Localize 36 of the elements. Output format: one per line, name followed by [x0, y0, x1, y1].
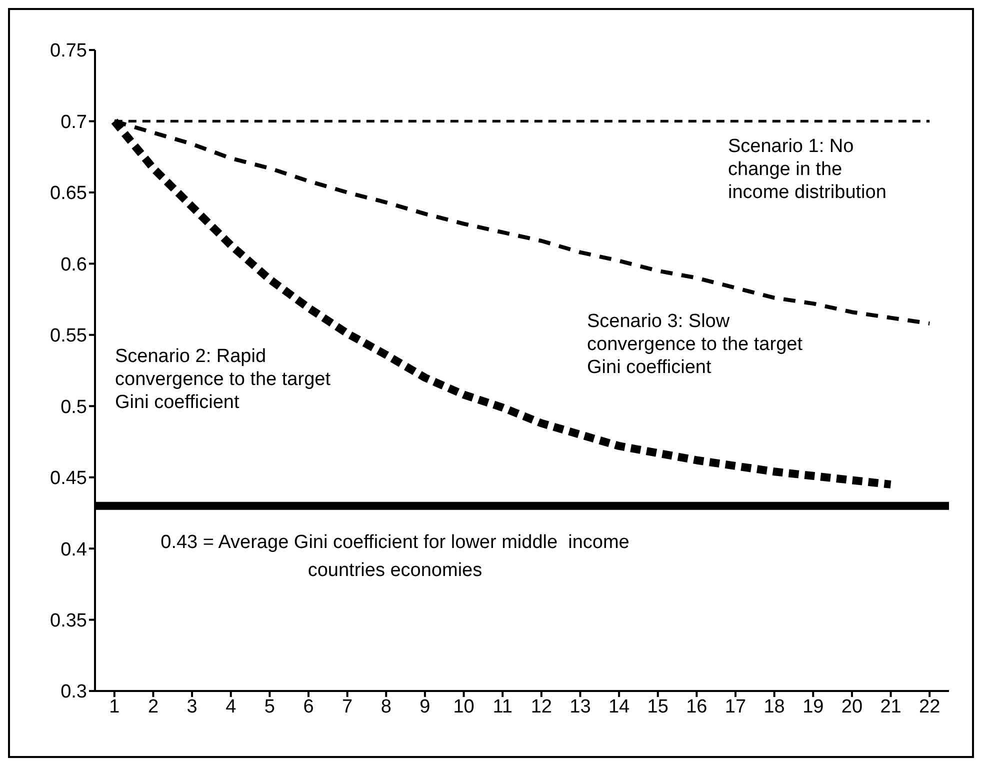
x-tick-label: 16 — [686, 696, 708, 718]
series-label: Scenario 1: No change in the income distribution — [728, 135, 888, 204]
y-tick-label: 0.6 — [60, 254, 87, 276]
x-tick-label: 11 — [492, 696, 512, 718]
x-tick-label: 14 — [608, 696, 630, 718]
x-tick-label: 8 — [380, 696, 392, 718]
x-tick-label: 7 — [342, 696, 353, 718]
y-tick-label: 0.4 — [60, 539, 88, 560]
x-tick-label: 20 — [841, 696, 863, 718]
x-tick-label: 13 — [570, 696, 591, 718]
y-tick-label: 0.3 — [60, 682, 87, 703]
x-tick-label: 3 — [186, 696, 198, 718]
x-tick-label: 17 — [724, 696, 746, 718]
x-tick-label: 22 — [919, 696, 940, 718]
x-tick-label: 6 — [303, 696, 314, 718]
x-tick-label: 2 — [148, 696, 159, 718]
ref-line-label: 0.43 = Average Gini coefficient for lower middle income countries economies — [160, 532, 630, 581]
x-tick-label: 21 — [880, 696, 902, 718]
x-tick-label: 5 — [264, 696, 275, 718]
y-tick-label: 0.65 — [50, 183, 87, 204]
x-tick-label: 10 — [453, 696, 474, 718]
x-tick-label: 19 — [802, 696, 824, 718]
x-tick-label: 9 — [420, 696, 430, 718]
x-tick-label: 1 — [109, 696, 120, 718]
y-tick-label: 0.75 — [50, 40, 87, 62]
y-tick-label: 0.45 — [50, 468, 87, 490]
y-tick-label: 0.5 — [60, 396, 87, 418]
y-tick-label: 0.55 — [50, 326, 87, 347]
x-tick-label: 12 — [530, 696, 552, 718]
x-tick-label: 18 — [764, 696, 785, 718]
y-tick-label: 0.35 — [50, 610, 87, 632]
series-label: Scenario 2: Rapid convergence to the target Gini coefficient — [115, 345, 332, 414]
series-label: Scenario 3: Slow convergence to the target Gini coefficient — [587, 310, 804, 379]
y-tick-label: 0.7 — [60, 112, 87, 133]
x-tick-label: 4 — [226, 696, 237, 718]
x-tick-label: 15 — [647, 696, 668, 718]
